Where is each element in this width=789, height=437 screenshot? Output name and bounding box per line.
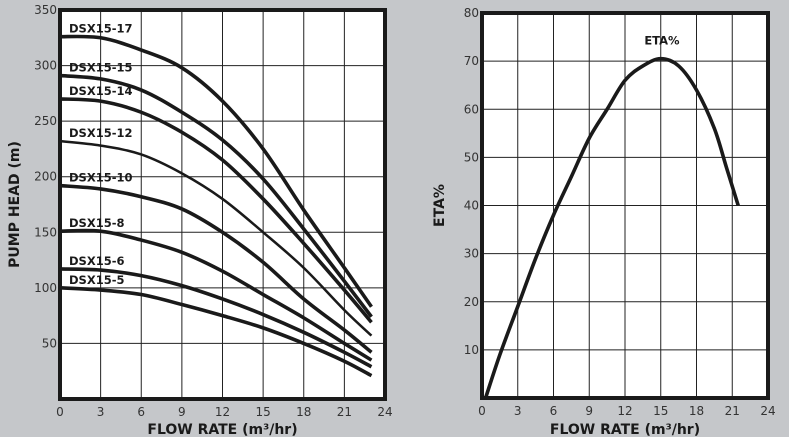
x-tick-label: 18 (689, 404, 704, 418)
x-tick-label: 12 (617, 404, 632, 418)
y-tick-label: 150 (34, 225, 57, 239)
y-tick-label: 20 (464, 295, 479, 309)
x-tick-label: 3 (97, 405, 105, 419)
y-tick-label: 50 (464, 150, 479, 164)
x-tick-label: 24 (377, 405, 392, 419)
x-axis-label: FLOW RATE (m³/hr) (147, 422, 297, 437)
x-tick-label: 3 (514, 404, 522, 418)
x-tick-label: 24 (760, 404, 775, 418)
series-line-dsx15-17 (59, 34, 373, 308)
series-line-dsx15-14 (59, 97, 373, 324)
y-axis-label: ETA% (432, 184, 448, 227)
y-tick-label: 50 (42, 336, 57, 350)
y-tick-label: 350 (34, 3, 57, 17)
series-label: DSX15-14 (69, 84, 132, 98)
series-line-dsx15-6 (59, 267, 373, 369)
y-tick-label: 40 (464, 199, 479, 213)
x-tick-label: 18 (296, 405, 311, 419)
series-label: DSX15-12 (69, 126, 132, 140)
y-tick-label: 80 (464, 6, 479, 20)
series-label: DSX15-8 (69, 216, 124, 230)
series-label: DSX15-17 (69, 22, 132, 36)
plot-frame (480, 11, 770, 400)
y-tick-label: 30 (464, 247, 479, 261)
series-label: DSX15-5 (69, 273, 124, 287)
plot-frame (58, 8, 387, 401)
series-label: DSX15-6 (69, 254, 124, 268)
y-tick-label: 60 (464, 102, 479, 116)
series-label: ETA% (644, 33, 680, 47)
series-label: DSX15-10 (69, 171, 132, 185)
y-tick-label: 100 (34, 281, 57, 295)
series-label: DSX15-15 (69, 61, 132, 75)
series-line-dsx15-5 (59, 286, 373, 378)
x-tick-label: 9 (585, 404, 593, 418)
x-tick-label: 0 (478, 404, 486, 418)
series-line-dsx15-15 (59, 73, 373, 318)
x-tick-label: 9 (178, 405, 186, 419)
x-tick-label: 6 (137, 405, 145, 419)
pump-head-chart: 0 3 6 9 12 15 18 21 24 50 100 150 200 250 300 350 FLOW R… (7, 3, 393, 437)
y-tick-label: 200 (34, 170, 57, 184)
x-tick-label: 21 (725, 404, 740, 418)
x-tick-label: 15 (255, 405, 270, 419)
x-axis-label: FLOW RATE (m³/hr) (550, 422, 700, 437)
series-line-dsx15-12 (59, 139, 373, 337)
y-tick-label: 250 (34, 114, 57, 128)
series-line-eta (483, 56, 740, 399)
efficiency-chart: 0 3 6 9 12 15 18 21 24 10 20 30 40 50 60 70 80 FLOW RATE … (432, 6, 776, 437)
y-tick-label: 70 (464, 54, 479, 68)
y-tick-label: 300 (34, 59, 57, 73)
y-tick-label: 10 (464, 343, 479, 357)
x-tick-label: 12 (215, 405, 230, 419)
series-line-dsx15-8 (59, 228, 373, 362)
y-axis-label: PUMP HEAD (m) (7, 141, 23, 268)
x-tick-label: 6 (550, 404, 558, 418)
x-tick-label: 21 (337, 405, 352, 419)
x-tick-label: 15 (653, 404, 668, 418)
series-line-dsx15-10 (59, 183, 373, 354)
x-tick-label: 0 (56, 405, 64, 419)
